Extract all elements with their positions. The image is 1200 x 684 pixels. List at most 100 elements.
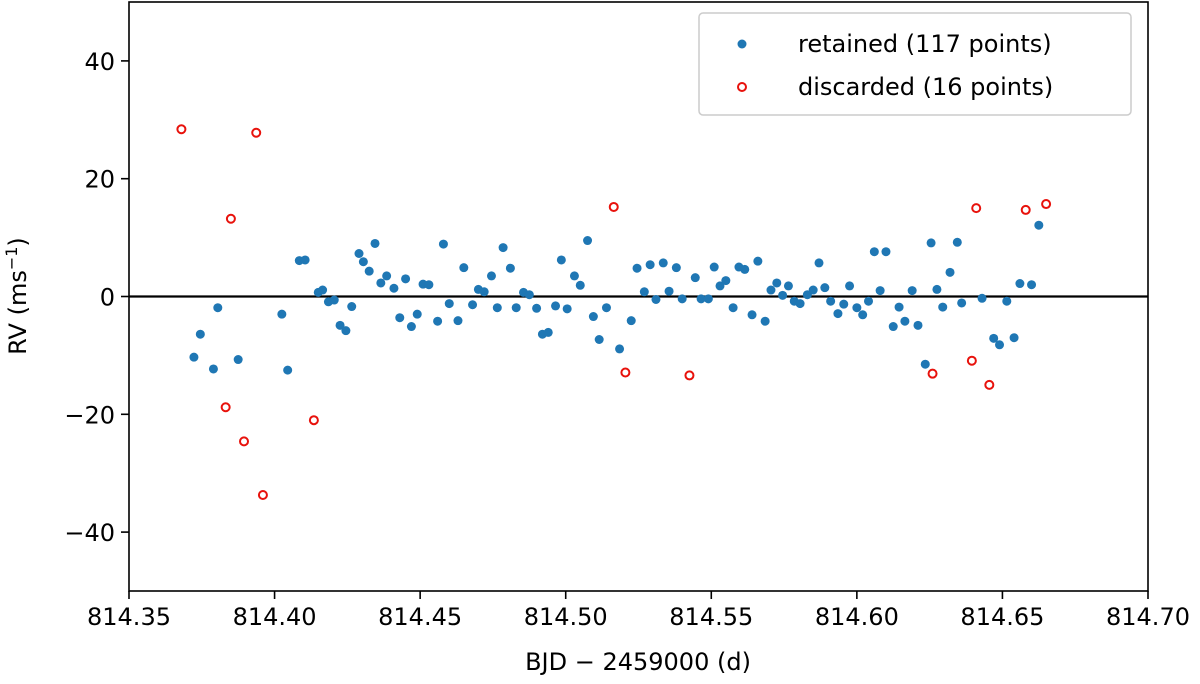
retained-point — [444, 299, 454, 309]
retained-point — [645, 260, 655, 270]
retained-point — [709, 262, 719, 272]
discarded-point — [684, 370, 695, 381]
retained-point — [615, 344, 625, 354]
retained-point — [839, 299, 849, 309]
retained-point — [989, 333, 999, 343]
retained-point — [932, 284, 942, 294]
retained-point — [498, 243, 508, 253]
discarded-point — [257, 489, 268, 500]
retained-point — [195, 329, 205, 339]
x-tick-label: 814.45 — [378, 603, 462, 631]
retained-point — [894, 302, 904, 312]
retained-point — [213, 303, 223, 313]
retained-point — [753, 256, 763, 266]
retained-point — [651, 294, 661, 304]
x-tick-label: 814.40 — [233, 603, 317, 631]
retained-point — [728, 303, 738, 313]
discarded-point — [176, 124, 187, 135]
discarded-point — [1020, 204, 1031, 215]
retained-point — [715, 281, 725, 291]
retained-point — [864, 296, 874, 306]
retained-point — [957, 298, 967, 308]
retained-point — [639, 287, 649, 297]
retained-point — [208, 364, 218, 374]
y-axis-label-superscript: −1 — [2, 247, 21, 271]
retained-point — [845, 281, 855, 291]
retained-point — [364, 266, 374, 276]
retained-point — [938, 302, 948, 312]
x-axis-ticks: 814.35 814.40 814.45 814.50 814.55 814.60 814.… — [87, 591, 1190, 631]
retained-point — [524, 290, 534, 300]
retained-point — [820, 283, 830, 293]
retained-point — [438, 239, 448, 249]
retained-point — [945, 267, 955, 277]
retained-point — [318, 285, 328, 295]
retained-point — [1002, 296, 1012, 306]
retained-point — [632, 263, 642, 273]
retained-point — [329, 295, 339, 305]
retained-point — [952, 237, 962, 247]
retained-point — [358, 257, 368, 267]
retained-point — [696, 294, 706, 304]
retained-point — [920, 359, 930, 369]
x-tick-label: 814.70 — [1106, 603, 1190, 631]
retained-point — [433, 316, 443, 326]
retained-point — [1009, 333, 1019, 343]
retained-point — [583, 236, 593, 246]
retained-point — [995, 340, 1005, 350]
discarded-point — [251, 127, 262, 138]
retained-point — [335, 320, 345, 330]
retained-point — [772, 278, 782, 288]
y-axis-label: RV (ms−1) — [2, 237, 32, 355]
retained-point — [913, 320, 923, 330]
retained-point — [562, 304, 572, 314]
retained-point — [664, 286, 674, 296]
retained-point — [395, 313, 405, 323]
x-tick-label: 814.55 — [669, 603, 753, 631]
retained-point — [601, 303, 611, 313]
retained-point — [766, 285, 776, 295]
discarded-point — [966, 355, 977, 366]
retained-point — [300, 255, 310, 265]
retained-point — [283, 365, 293, 375]
discarded-point — [1041, 199, 1052, 210]
y-axis-ticks: −40 −20 0 20 40 — [64, 48, 129, 547]
y-tick-label: 20 — [84, 166, 115, 194]
x-tick-label: 814.35 — [87, 603, 171, 631]
y-tick-label: 0 — [100, 284, 115, 312]
retained-point — [703, 294, 713, 304]
discarded-point — [984, 379, 995, 390]
retained-point — [677, 294, 687, 304]
retained-point — [233, 355, 243, 365]
retained-point — [382, 271, 392, 281]
retained-point — [747, 310, 757, 320]
retained-point — [814, 258, 824, 268]
retained-point — [551, 301, 561, 311]
discarded-point — [225, 213, 236, 224]
retained-point — [626, 316, 636, 326]
retained-point — [869, 247, 879, 257]
retained-point — [926, 238, 936, 248]
discarded-point — [927, 368, 938, 379]
retained-point — [511, 303, 521, 313]
retained-point — [888, 322, 898, 332]
y-axis-label-main: RV (ms — [4, 270, 32, 355]
retained-point — [907, 286, 917, 296]
discarded-point — [220, 402, 231, 413]
y-axis-label-close: ) — [4, 237, 32, 246]
retained-point — [760, 316, 770, 326]
retained-point — [900, 316, 910, 326]
legend-box — [698, 12, 1132, 116]
retained-point — [671, 263, 681, 273]
discarded-point — [308, 415, 319, 426]
retained-point — [852, 303, 862, 313]
retained-point — [376, 278, 386, 288]
discarded-point — [971, 203, 982, 214]
retained-point — [783, 281, 793, 291]
retained-point — [412, 309, 422, 319]
x-axis-label: BJD − 2459000 (d) — [525, 648, 751, 676]
retained-point — [881, 247, 891, 257]
legend-discarded-marker — [737, 82, 747, 92]
retained-point — [594, 334, 604, 344]
retained-point — [1027, 280, 1037, 290]
